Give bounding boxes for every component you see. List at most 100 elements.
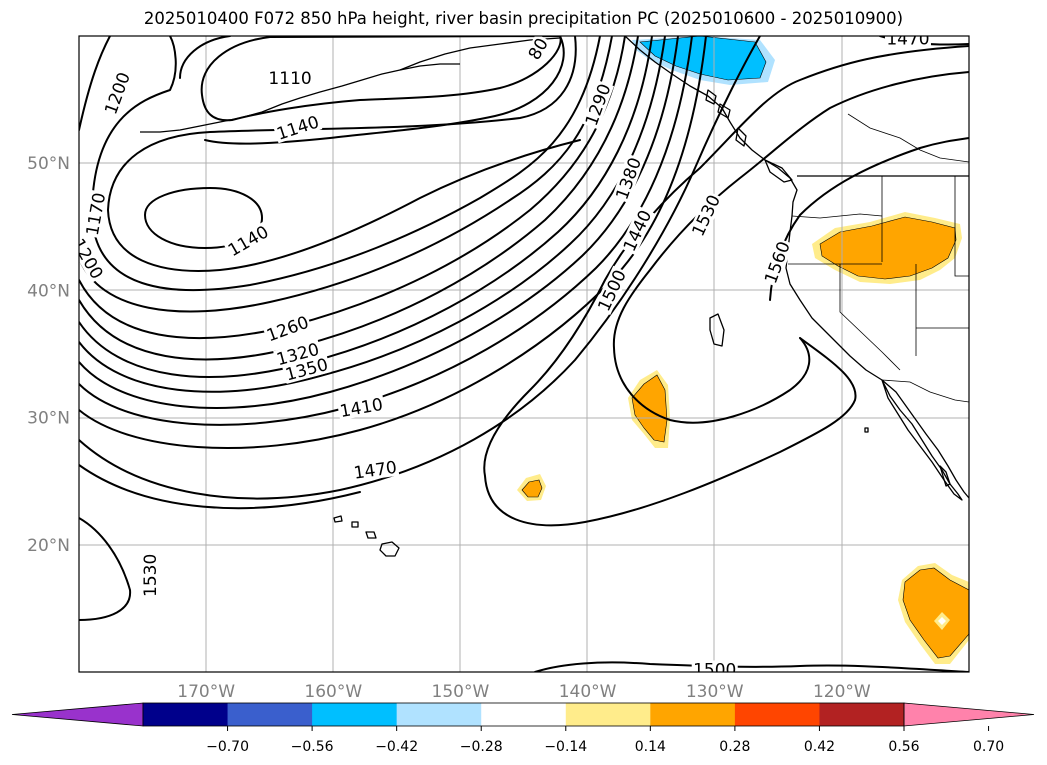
colorbar-label: 0.42 bbox=[804, 739, 835, 755]
contour-1170 bbox=[107, 36, 581, 272]
contour-label-1110: 1110 bbox=[267, 68, 314, 89]
colorbar-swatch bbox=[143, 703, 229, 726]
contour-1140-low bbox=[144, 187, 263, 249]
contour-label-halo bbox=[267, 68, 314, 87]
colorbar-extend-low bbox=[11, 702, 144, 727]
colorbar-outline bbox=[142, 702, 905, 727]
lon-tick-label: 140°W bbox=[559, 682, 617, 702]
colorbar-label: 0.28 bbox=[719, 739, 750, 755]
hawaii-oahu bbox=[351, 521, 359, 528]
us-mexico-border bbox=[881, 379, 969, 403]
lon-tick-label: 170°W bbox=[177, 682, 235, 702]
lat-tick-label: 30°N bbox=[27, 409, 70, 429]
lat-tick-label: 20°N bbox=[27, 536, 70, 556]
lon-tick-label: 150°W bbox=[432, 682, 490, 702]
contour-label-1470: 1470 bbox=[884, 30, 931, 50]
contour-label-halo bbox=[351, 457, 400, 482]
latitude-labels: 50°N 40°N 30°N 20°N bbox=[27, 154, 70, 556]
contour-label-halo bbox=[82, 189, 109, 239]
contour-label-halo bbox=[273, 111, 323, 144]
contour-label-text: 1470 bbox=[886, 30, 929, 50]
alaska-islands-2 bbox=[717, 103, 731, 119]
contour-label-halo bbox=[687, 190, 724, 241]
mexico-orange-hole-center bbox=[938, 617, 946, 625]
contour-1500-south bbox=[534, 661, 969, 672]
colorbar-swatch bbox=[819, 703, 905, 726]
colorbar-swatch bbox=[396, 703, 482, 726]
contour-1290 bbox=[79, 36, 639, 361]
mexico-orange-core bbox=[902, 567, 969, 659]
nevada-california-border bbox=[839, 264, 901, 371]
colorbar: −0.70 −0.56 −0.42 −0.28 −0.14 0.14 0.28 0.42 0.5… bbox=[11, 702, 1035, 755]
colorbar-label: −0.14 bbox=[544, 739, 587, 755]
map-frame bbox=[78, 35, 970, 673]
baja-california bbox=[881, 379, 963, 501]
colorbar-extend-high bbox=[903, 702, 1035, 727]
mexico-coast bbox=[939, 465, 951, 487]
contour-label-1530: 1530 bbox=[141, 552, 161, 599]
colorbar-swatch bbox=[227, 703, 313, 726]
haida-gwaii bbox=[735, 127, 747, 147]
colorbar-label: −0.42 bbox=[375, 739, 418, 755]
colorbar-label: −0.56 bbox=[291, 739, 334, 755]
contour-label-halo bbox=[273, 339, 323, 369]
contour-label-text: 1110 bbox=[268, 69, 311, 89]
alaska-islands-1 bbox=[705, 89, 717, 105]
precipitation-shading bbox=[517, 36, 969, 664]
map-title: 2025010400 F072 850 hPa height, river ba… bbox=[143, 9, 904, 28]
contour-1530 bbox=[612, 71, 969, 424]
contour-label-halo bbox=[282, 354, 332, 384]
contour-1320 bbox=[79, 36, 653, 379]
colorbar-label: −0.28 bbox=[460, 739, 503, 755]
colorbar-swatch bbox=[312, 703, 398, 726]
idaho-orange-core bbox=[819, 216, 957, 280]
vancouver-island bbox=[764, 159, 793, 183]
colorbar-swatch bbox=[734, 703, 820, 726]
lon-tick-label: 160°W bbox=[304, 682, 362, 702]
lon-tick-label: 120°W bbox=[813, 682, 871, 702]
colorbar-label: 0.56 bbox=[888, 739, 919, 755]
contour-label-halo bbox=[593, 265, 630, 316]
contour-1380 bbox=[79, 36, 679, 409]
lat-tick-label: 50°N bbox=[27, 154, 70, 174]
hawaii-big-island bbox=[379, 541, 400, 557]
gridlines bbox=[79, 36, 969, 672]
contour-1440 bbox=[79, 36, 707, 449]
canada-province-border bbox=[847, 113, 969, 163]
colorbar-swatch bbox=[481, 703, 567, 726]
contour-1200 bbox=[91, 36, 601, 292]
ocean-small-island bbox=[709, 313, 725, 347]
contour-1410 bbox=[79, 36, 693, 426]
guadalupe-islands bbox=[864, 427, 869, 433]
political-borders bbox=[788, 113, 969, 403]
lat-tick-label: 40°N bbox=[27, 281, 70, 301]
contour-label-halo bbox=[691, 660, 738, 672]
contour-1140-north bbox=[179, 36, 565, 145]
contour-1470 bbox=[79, 36, 761, 500]
ocean-orange-west-core bbox=[521, 479, 543, 498]
hawaii-kauai bbox=[333, 515, 343, 523]
hawaii-maui bbox=[365, 531, 377, 539]
contour-label-text: 1530 bbox=[141, 554, 161, 597]
colorbar-swatch bbox=[650, 703, 736, 726]
contour-label-halo bbox=[523, 36, 553, 65]
contour-label-halo bbox=[760, 237, 794, 288]
lon-tick-label: 130°W bbox=[686, 682, 744, 702]
contour-label-halo bbox=[141, 552, 160, 599]
alaska-peninsula bbox=[399, 37, 561, 71]
contour-label-halo bbox=[611, 153, 645, 204]
aleutian-islands bbox=[140, 63, 460, 133]
contour-label-halo bbox=[79, 234, 108, 284]
contour-1500 bbox=[79, 45, 969, 527]
contour-label-halo bbox=[337, 394, 386, 421]
longitude-labels: 170°W 160°W 150°W 140°W 130°W 120°W bbox=[177, 682, 871, 702]
contour-label-1500: 1500 bbox=[691, 660, 738, 672]
oregon-washington-border bbox=[791, 213, 883, 219]
height-contours bbox=[79, 36, 969, 672]
contour-label-halo bbox=[884, 36, 931, 48]
contour-1260 bbox=[79, 36, 626, 340]
contour-1230 bbox=[79, 36, 613, 313]
contour-label-halo bbox=[223, 221, 273, 261]
